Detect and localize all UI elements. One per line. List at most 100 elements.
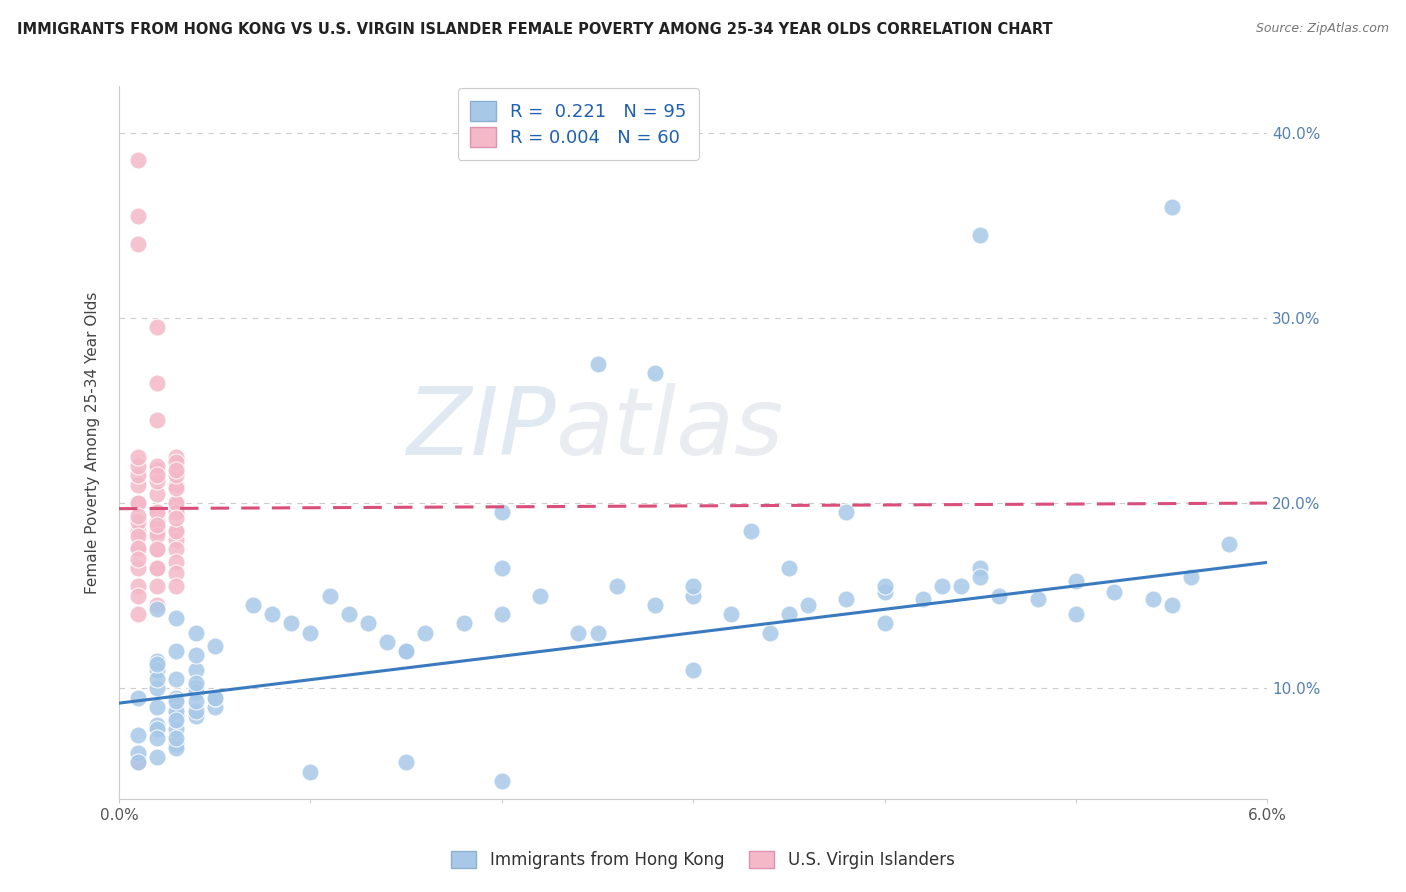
Point [166, 477, 188, 491]
Point [146, 731, 169, 746]
Point [166, 704, 188, 718]
Point [146, 320, 169, 334]
Point [204, 699, 226, 714]
Point [395, 756, 418, 770]
Point [166, 709, 188, 723]
Point [166, 644, 188, 658]
Point [146, 542, 169, 557]
Point [682, 579, 704, 593]
Point [127, 509, 149, 524]
Point [127, 746, 149, 760]
Point [146, 474, 169, 488]
Point [146, 749, 169, 764]
Point [1160, 200, 1182, 214]
Point [146, 542, 169, 557]
Point [127, 477, 149, 491]
Point [1142, 592, 1164, 607]
Point [835, 592, 858, 607]
Text: atlas: atlas [555, 384, 783, 475]
Point [299, 764, 322, 779]
Point [204, 690, 226, 705]
Point [146, 458, 169, 473]
Point [146, 487, 169, 501]
Point [644, 598, 666, 612]
Point [127, 529, 149, 543]
Point [778, 561, 800, 575]
Point [146, 681, 169, 696]
Point [127, 589, 149, 603]
Point [1218, 537, 1240, 551]
Text: IMMIGRANTS FROM HONG KONG VS U.S. VIRGIN ISLANDER FEMALE POVERTY AMONG 25-34 YEA: IMMIGRANTS FROM HONG KONG VS U.S. VIRGIN… [17, 22, 1053, 37]
Point [166, 731, 188, 746]
Point [146, 657, 169, 672]
Point [127, 756, 149, 770]
Point [184, 648, 207, 662]
Y-axis label: Female Poverty Among 25-34 Year Olds: Female Poverty Among 25-34 Year Olds [86, 292, 100, 594]
Point [184, 685, 207, 699]
Point [166, 511, 188, 525]
Point [166, 505, 188, 519]
Point [127, 209, 149, 223]
Point [969, 227, 991, 242]
Point [146, 463, 169, 477]
Legend: R =  0.221   N = 95, R = 0.004   N = 60: R = 0.221 N = 95, R = 0.004 N = 60 [458, 88, 699, 160]
Point [146, 561, 169, 575]
Point [127, 524, 149, 538]
Point [606, 579, 628, 593]
Point [166, 579, 188, 593]
Point [166, 737, 188, 751]
Point [931, 579, 953, 593]
Point [146, 561, 169, 575]
Point [127, 515, 149, 529]
Point [127, 153, 149, 168]
Point [204, 639, 226, 653]
Point [166, 496, 188, 510]
Point [146, 598, 169, 612]
Legend: Immigrants from Hong Kong, U.S. Virgin Islanders: Immigrants from Hong Kong, U.S. Virgin I… [441, 841, 965, 880]
Point [835, 505, 858, 519]
Point [778, 607, 800, 622]
Point [166, 542, 188, 557]
Point [529, 589, 551, 603]
Point [184, 709, 207, 723]
Point [1064, 607, 1087, 622]
Point [127, 496, 149, 510]
Point [491, 607, 513, 622]
Point [146, 376, 169, 390]
Text: ZIP: ZIP [406, 384, 555, 475]
Point [166, 450, 188, 464]
Point [166, 468, 188, 483]
Point [740, 524, 762, 538]
Point [184, 694, 207, 708]
Point [166, 524, 188, 538]
Point [337, 607, 360, 622]
Point [127, 579, 149, 593]
Point [873, 579, 896, 593]
Point [127, 756, 149, 770]
Point [127, 561, 149, 575]
Point [146, 722, 169, 736]
Point [146, 468, 169, 483]
Point [146, 515, 169, 529]
Point [166, 722, 188, 736]
Point [184, 625, 207, 640]
Point [413, 625, 436, 640]
Point [720, 607, 742, 622]
Point [166, 533, 188, 548]
Point [184, 704, 207, 718]
Point [567, 625, 589, 640]
Point [797, 598, 820, 612]
Point [299, 625, 322, 640]
Point [146, 699, 169, 714]
Point [166, 524, 188, 538]
Point [280, 616, 302, 631]
Point [644, 367, 666, 381]
Point [166, 463, 188, 477]
Point [146, 718, 169, 732]
Point [166, 455, 188, 469]
Point [1102, 585, 1125, 599]
Point [146, 654, 169, 668]
Point [146, 468, 169, 483]
Point [127, 496, 149, 510]
Point [146, 579, 169, 593]
